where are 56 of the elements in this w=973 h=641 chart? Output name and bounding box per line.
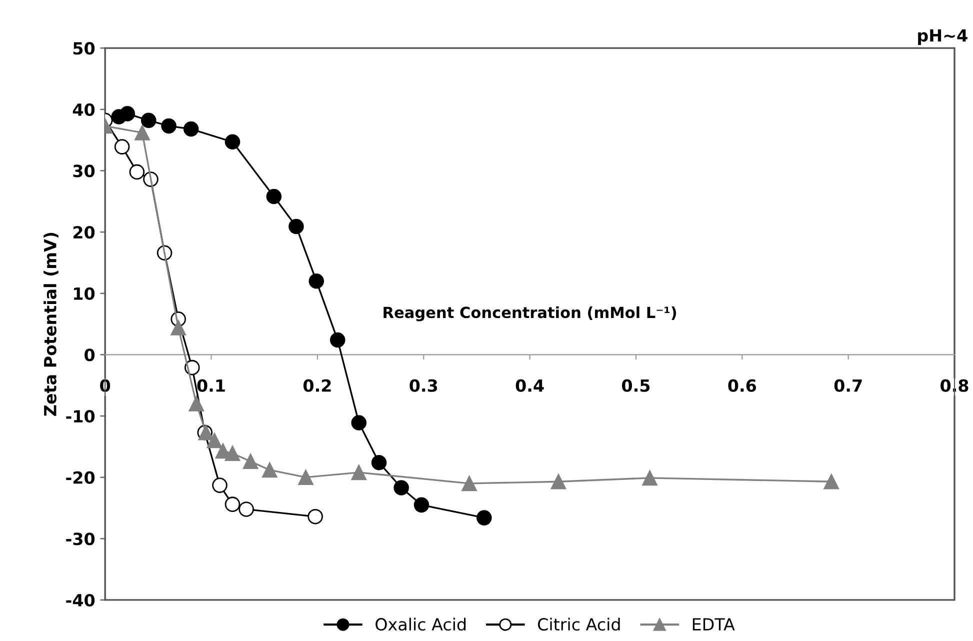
legend-label: Oxalic Acid bbox=[376, 618, 466, 631]
point bbox=[308, 508, 323, 524]
point bbox=[206, 432, 222, 448]
point bbox=[212, 478, 228, 493]
point bbox=[129, 164, 145, 180]
point bbox=[238, 502, 254, 517]
y-tick-label: 20 bbox=[73, 226, 95, 239]
legend-label: Citric Acid bbox=[538, 618, 620, 631]
point bbox=[114, 139, 130, 154]
y-tick-label: 10 bbox=[74, 287, 95, 300]
x-axis-title: Reagent Concentration (mMol L⁻¹) bbox=[384, 306, 676, 322]
x-tick-label: 0.4 bbox=[516, 379, 544, 392]
x-tick-label: 0.5 bbox=[622, 379, 650, 392]
point bbox=[224, 496, 240, 512]
x-tick-label: 0.1 bbox=[197, 379, 225, 392]
point bbox=[224, 446, 240, 462]
point bbox=[161, 118, 176, 134]
y-tick-label: 50 bbox=[73, 42, 95, 55]
chart-title: pH~4 bbox=[918, 29, 968, 45]
point bbox=[224, 134, 240, 150]
point bbox=[550, 474, 566, 490]
point bbox=[288, 218, 304, 234]
x-tick-label: 0.2 bbox=[303, 379, 331, 392]
point bbox=[330, 332, 346, 348]
point bbox=[351, 415, 366, 430]
point bbox=[414, 497, 430, 513]
y-tick-label: -30 bbox=[66, 532, 95, 546]
y-tick-label: -20 bbox=[66, 471, 95, 484]
point bbox=[242, 454, 258, 470]
point bbox=[308, 273, 324, 289]
point bbox=[476, 510, 492, 526]
point bbox=[170, 320, 186, 336]
point bbox=[266, 188, 282, 204]
point bbox=[824, 474, 839, 490]
point bbox=[394, 480, 409, 496]
y-tick-label: 30 bbox=[73, 164, 95, 178]
point bbox=[298, 470, 314, 485]
point bbox=[642, 470, 658, 486]
point bbox=[371, 454, 387, 470]
point bbox=[351, 464, 366, 480]
legend-label: EDTA bbox=[692, 618, 735, 630]
point bbox=[183, 121, 199, 137]
point bbox=[188, 396, 204, 412]
x-tick-label: 0.7 bbox=[834, 379, 862, 392]
point bbox=[462, 476, 477, 492]
x-tick-label: 0.6 bbox=[728, 379, 756, 392]
y-axis-title: Zeta Potential (mV) bbox=[44, 232, 58, 416]
point bbox=[120, 106, 136, 122]
point bbox=[262, 462, 278, 478]
y-tick-label: 0 bbox=[84, 348, 95, 362]
point bbox=[134, 125, 150, 140]
y-tick-label: -10 bbox=[66, 410, 95, 423]
y-tick-label: -40 bbox=[66, 594, 95, 607]
x-tick-label: 0.3 bbox=[410, 379, 438, 392]
y-tick-label: 40 bbox=[72, 103, 95, 116]
point bbox=[140, 112, 156, 128]
